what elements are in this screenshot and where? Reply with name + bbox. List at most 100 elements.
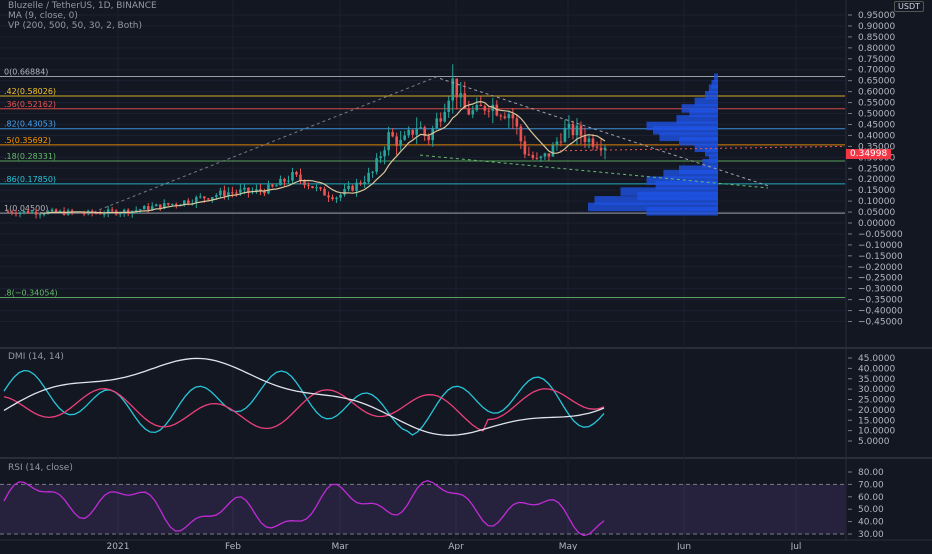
candle-body (54, 209, 58, 213)
symbol-title[interactable]: Bluzelle / TetherUS, 1D, BINANCE (8, 1, 157, 11)
candle-body (383, 150, 386, 157)
candle-body (295, 172, 298, 175)
adx-line (3, 357, 605, 436)
candle-body (511, 114, 515, 119)
candle-body (459, 93, 463, 98)
y-axis-label: 0.35000 (858, 142, 895, 152)
candle-body (347, 185, 350, 189)
candle-body (559, 141, 563, 143)
volume-profile-bar (646, 121, 718, 131)
candle-body (70, 210, 74, 213)
y-axis-label: 25.0000 (858, 396, 895, 406)
candle-body (575, 125, 579, 136)
rsi-line (3, 480, 605, 537)
candle-body (303, 180, 306, 186)
y-axis-label: 0.25000 (858, 164, 895, 174)
currency-label[interactable]: USDT (894, 1, 924, 12)
fib-level-label: .8(−0.34054) (4, 289, 58, 298)
dmi-plus-line (3, 369, 605, 436)
candle-body (22, 210, 26, 213)
candle-body (231, 192, 234, 194)
candle-body (335, 197, 338, 200)
candle-body (551, 145, 555, 157)
candle-body (403, 135, 406, 140)
candle-body (30, 211, 34, 214)
candle-body (415, 128, 418, 135)
y-axis-label: 15.0000 (858, 416, 895, 426)
candle-body (42, 213, 46, 215)
candle-body (479, 104, 483, 107)
candle-body (10, 211, 14, 214)
volume-profile-bar (637, 191, 718, 201)
candle-body (411, 129, 414, 135)
candle-body (471, 110, 475, 115)
volume-profile-bar (708, 154, 718, 164)
candle-body (487, 110, 491, 112)
dmi-minus-line (3, 388, 605, 432)
candle-body (275, 185, 278, 187)
rsi-band (0, 484, 845, 534)
volume-profile-bar (659, 132, 718, 142)
candle-body (18, 212, 22, 215)
candle-body (74, 212, 78, 214)
candle-body (174, 203, 178, 205)
candle-body (579, 125, 583, 136)
candle-body (247, 187, 250, 193)
y-axis-label: 5.0000 (858, 437, 890, 447)
candle-body (158, 204, 162, 209)
candle-body (327, 195, 330, 198)
candle-body (78, 212, 82, 214)
candle-body (591, 138, 595, 147)
y-axis-label: 60.00 (858, 493, 884, 503)
rsi-title[interactable]: RSI (14, close) (8, 463, 73, 473)
volume-profile-bar (705, 91, 718, 100)
candle-body (567, 123, 571, 128)
y-axis-label: −0.25000 (858, 274, 903, 284)
candle-body (110, 209, 114, 211)
ma-legend[interactable]: MA (9, close, 0) (8, 11, 78, 21)
candle-body (199, 196, 202, 198)
candle-body (50, 209, 54, 212)
candle-body (255, 189, 258, 191)
vp-legend[interactable]: VP (200, 500, 50, 30, 2, Both) (8, 21, 142, 31)
ma-line (40, 100, 606, 214)
y-axis-label: 0.95000 (858, 11, 895, 21)
candle-body (491, 104, 495, 111)
candle-body (223, 190, 226, 197)
candle-body (299, 174, 302, 181)
candle-body (391, 132, 394, 137)
candle-body (447, 100, 451, 112)
volume-profile-bar (655, 180, 718, 190)
candle-body (307, 185, 310, 187)
candle-body (162, 203, 166, 209)
candle-body (98, 213, 102, 215)
volume-profile-bar (694, 143, 718, 153)
candle-body (279, 178, 282, 186)
candle-body (122, 209, 126, 214)
candle-body (535, 158, 539, 160)
candle-body (227, 192, 230, 197)
candle-body (547, 153, 551, 157)
candle-body (519, 126, 523, 142)
candle-body (6, 211, 10, 213)
candle-body (339, 194, 342, 198)
chart-legend: Bluzelle / TetherUS, 1D, BINANCE MA (9, … (8, 1, 157, 31)
candle-body (543, 153, 547, 157)
y-axis-label: 0.15000 (858, 186, 895, 196)
candle-body (94, 213, 98, 215)
candle-body (207, 198, 210, 200)
y-axis-label: 0.10000 (858, 197, 895, 207)
candle-body (439, 118, 443, 122)
candle-body (595, 146, 599, 148)
candle-body (187, 200, 190, 204)
candle-body (523, 141, 527, 155)
y-axis-label: 30.00 (858, 530, 884, 540)
dmi-title[interactable]: DMI (14, 14) (8, 352, 64, 362)
y-axis-label: 80.00 (858, 468, 884, 478)
y-axis-label: 40.0000 (858, 364, 895, 374)
y-axis-label: 45.0000 (858, 354, 895, 364)
volume-profile-bar (708, 84, 718, 93)
x-axis-label: Jul (790, 542, 802, 550)
